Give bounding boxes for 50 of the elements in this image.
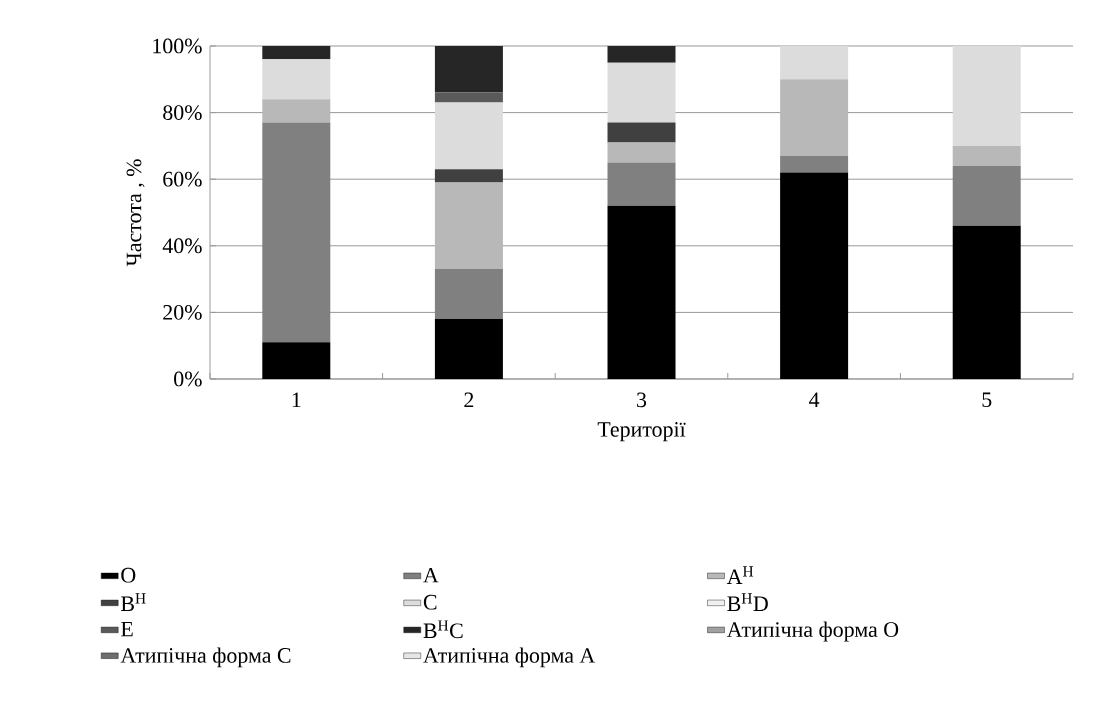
y-tick-label: 40% bbox=[162, 238, 202, 254]
legend-label: E bbox=[121, 621, 133, 637]
bar bbox=[607, 162, 676, 206]
legend-label: B$^{H}$C bbox=[423, 620, 463, 639]
bar bbox=[780, 155, 849, 173]
bar bbox=[434, 269, 503, 320]
y-tick-label: 60% bbox=[163, 171, 202, 187]
bar bbox=[262, 59, 331, 100]
bar bbox=[952, 225, 1021, 379]
bar bbox=[952, 46, 1021, 146]
x-tick-label: 1 bbox=[292, 392, 301, 407]
x-tick-label: 4 bbox=[809, 392, 820, 407]
y-tick-label: 0% bbox=[174, 371, 202, 387]
bar bbox=[952, 145, 1021, 166]
legend-label: C bbox=[423, 594, 437, 610]
bar bbox=[262, 46, 331, 60]
legend-label: A bbox=[423, 567, 439, 583]
bar bbox=[780, 172, 849, 379]
bar bbox=[780, 46, 849, 80]
y-tick-label: 80% bbox=[163, 105, 202, 121]
bar bbox=[434, 169, 503, 183]
x-tick-label: 5 bbox=[982, 392, 992, 408]
bar bbox=[607, 205, 676, 379]
bar bbox=[434, 102, 503, 170]
bar bbox=[607, 142, 676, 163]
bar bbox=[607, 122, 676, 143]
bar bbox=[262, 122, 331, 343]
y-axis-title: Частота , % bbox=[126, 159, 145, 267]
legend-label: Атипічна форма С bbox=[120, 647, 291, 668]
bar bbox=[607, 46, 676, 63]
legend-label: A$^{H}$ bbox=[726, 566, 754, 584]
legend-label: B$^{H}$D bbox=[727, 593, 768, 611]
bar bbox=[434, 46, 503, 93]
bar bbox=[434, 92, 503, 103]
legend-label: Атипічна форма О bbox=[726, 621, 899, 642]
legend-label: Атипічна форма А bbox=[423, 647, 596, 668]
y-tick-label: 20% bbox=[163, 304, 202, 320]
bar bbox=[607, 62, 676, 123]
x-tick-label: 3 bbox=[637, 392, 647, 408]
bar bbox=[262, 99, 331, 123]
bar bbox=[952, 165, 1021, 226]
bar bbox=[434, 182, 503, 270]
legend-label: B$^{H}$ bbox=[121, 593, 146, 611]
x-axis-title: Території bbox=[597, 422, 686, 442]
bar bbox=[262, 342, 331, 379]
legend-label: O bbox=[121, 567, 136, 583]
bar bbox=[780, 79, 849, 156]
bar bbox=[434, 319, 503, 379]
x-tick-label: 2 bbox=[464, 392, 474, 408]
y-tick-label: 100% bbox=[153, 38, 202, 54]
